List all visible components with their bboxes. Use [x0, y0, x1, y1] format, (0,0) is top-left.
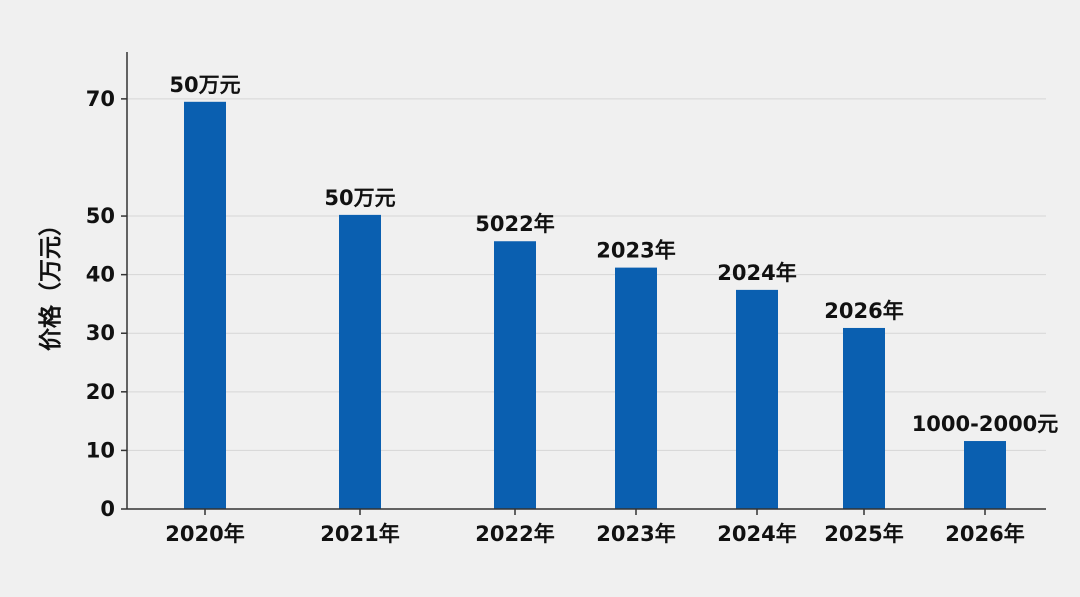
- y-tick-label: 0: [100, 497, 115, 521]
- data-label: 50万元: [324, 186, 395, 210]
- bar: [615, 267, 657, 509]
- x-tick-label: 2024年: [717, 522, 796, 546]
- data-label: 50万元: [169, 73, 240, 97]
- data-label: 5022年: [475, 212, 554, 236]
- gridlines: [127, 98, 1046, 451]
- x-tick-label: 2021年: [320, 522, 399, 546]
- y-tick-label: 30: [86, 321, 115, 345]
- x-axis-ticks: 2020年 2021年 2022年 2023年 2024年 2025年 2026年: [165, 509, 1025, 546]
- y-tick-label: 40: [86, 263, 115, 287]
- x-tick-label: 2025年: [824, 522, 903, 546]
- data-labels: 50万元 50万元 5022年 2023年 2024年 2026年 1000-2000元: [169, 73, 1058, 436]
- data-label: 2023年: [596, 239, 675, 263]
- x-tick-label: 2022年: [475, 522, 554, 546]
- bars: [184, 101, 1006, 510]
- y-tick-label: 70: [86, 87, 115, 111]
- y-axis-label: 价格（万元）: [37, 213, 64, 351]
- x-tick-label: 2026年: [945, 522, 1024, 546]
- y-tick-label: 10: [86, 438, 115, 462]
- bar: [843, 327, 885, 509]
- bar: [339, 214, 381, 509]
- data-label: 2026年: [824, 299, 903, 323]
- bar: [736, 289, 778, 509]
- bar: [964, 441, 1006, 509]
- x-tick-label: 2023年: [596, 522, 675, 546]
- x-tick-label: 2020年: [165, 522, 244, 546]
- data-label: 1000-2000元: [912, 412, 1059, 436]
- bar: [184, 101, 226, 510]
- y-tick-label: 20: [86, 380, 115, 404]
- data-label: 2024年: [717, 261, 796, 285]
- bar: [494, 241, 536, 509]
- y-axis-ticks: 0 10 20 30 40 50 70: [86, 87, 127, 521]
- y-tick-label: 50: [86, 204, 115, 228]
